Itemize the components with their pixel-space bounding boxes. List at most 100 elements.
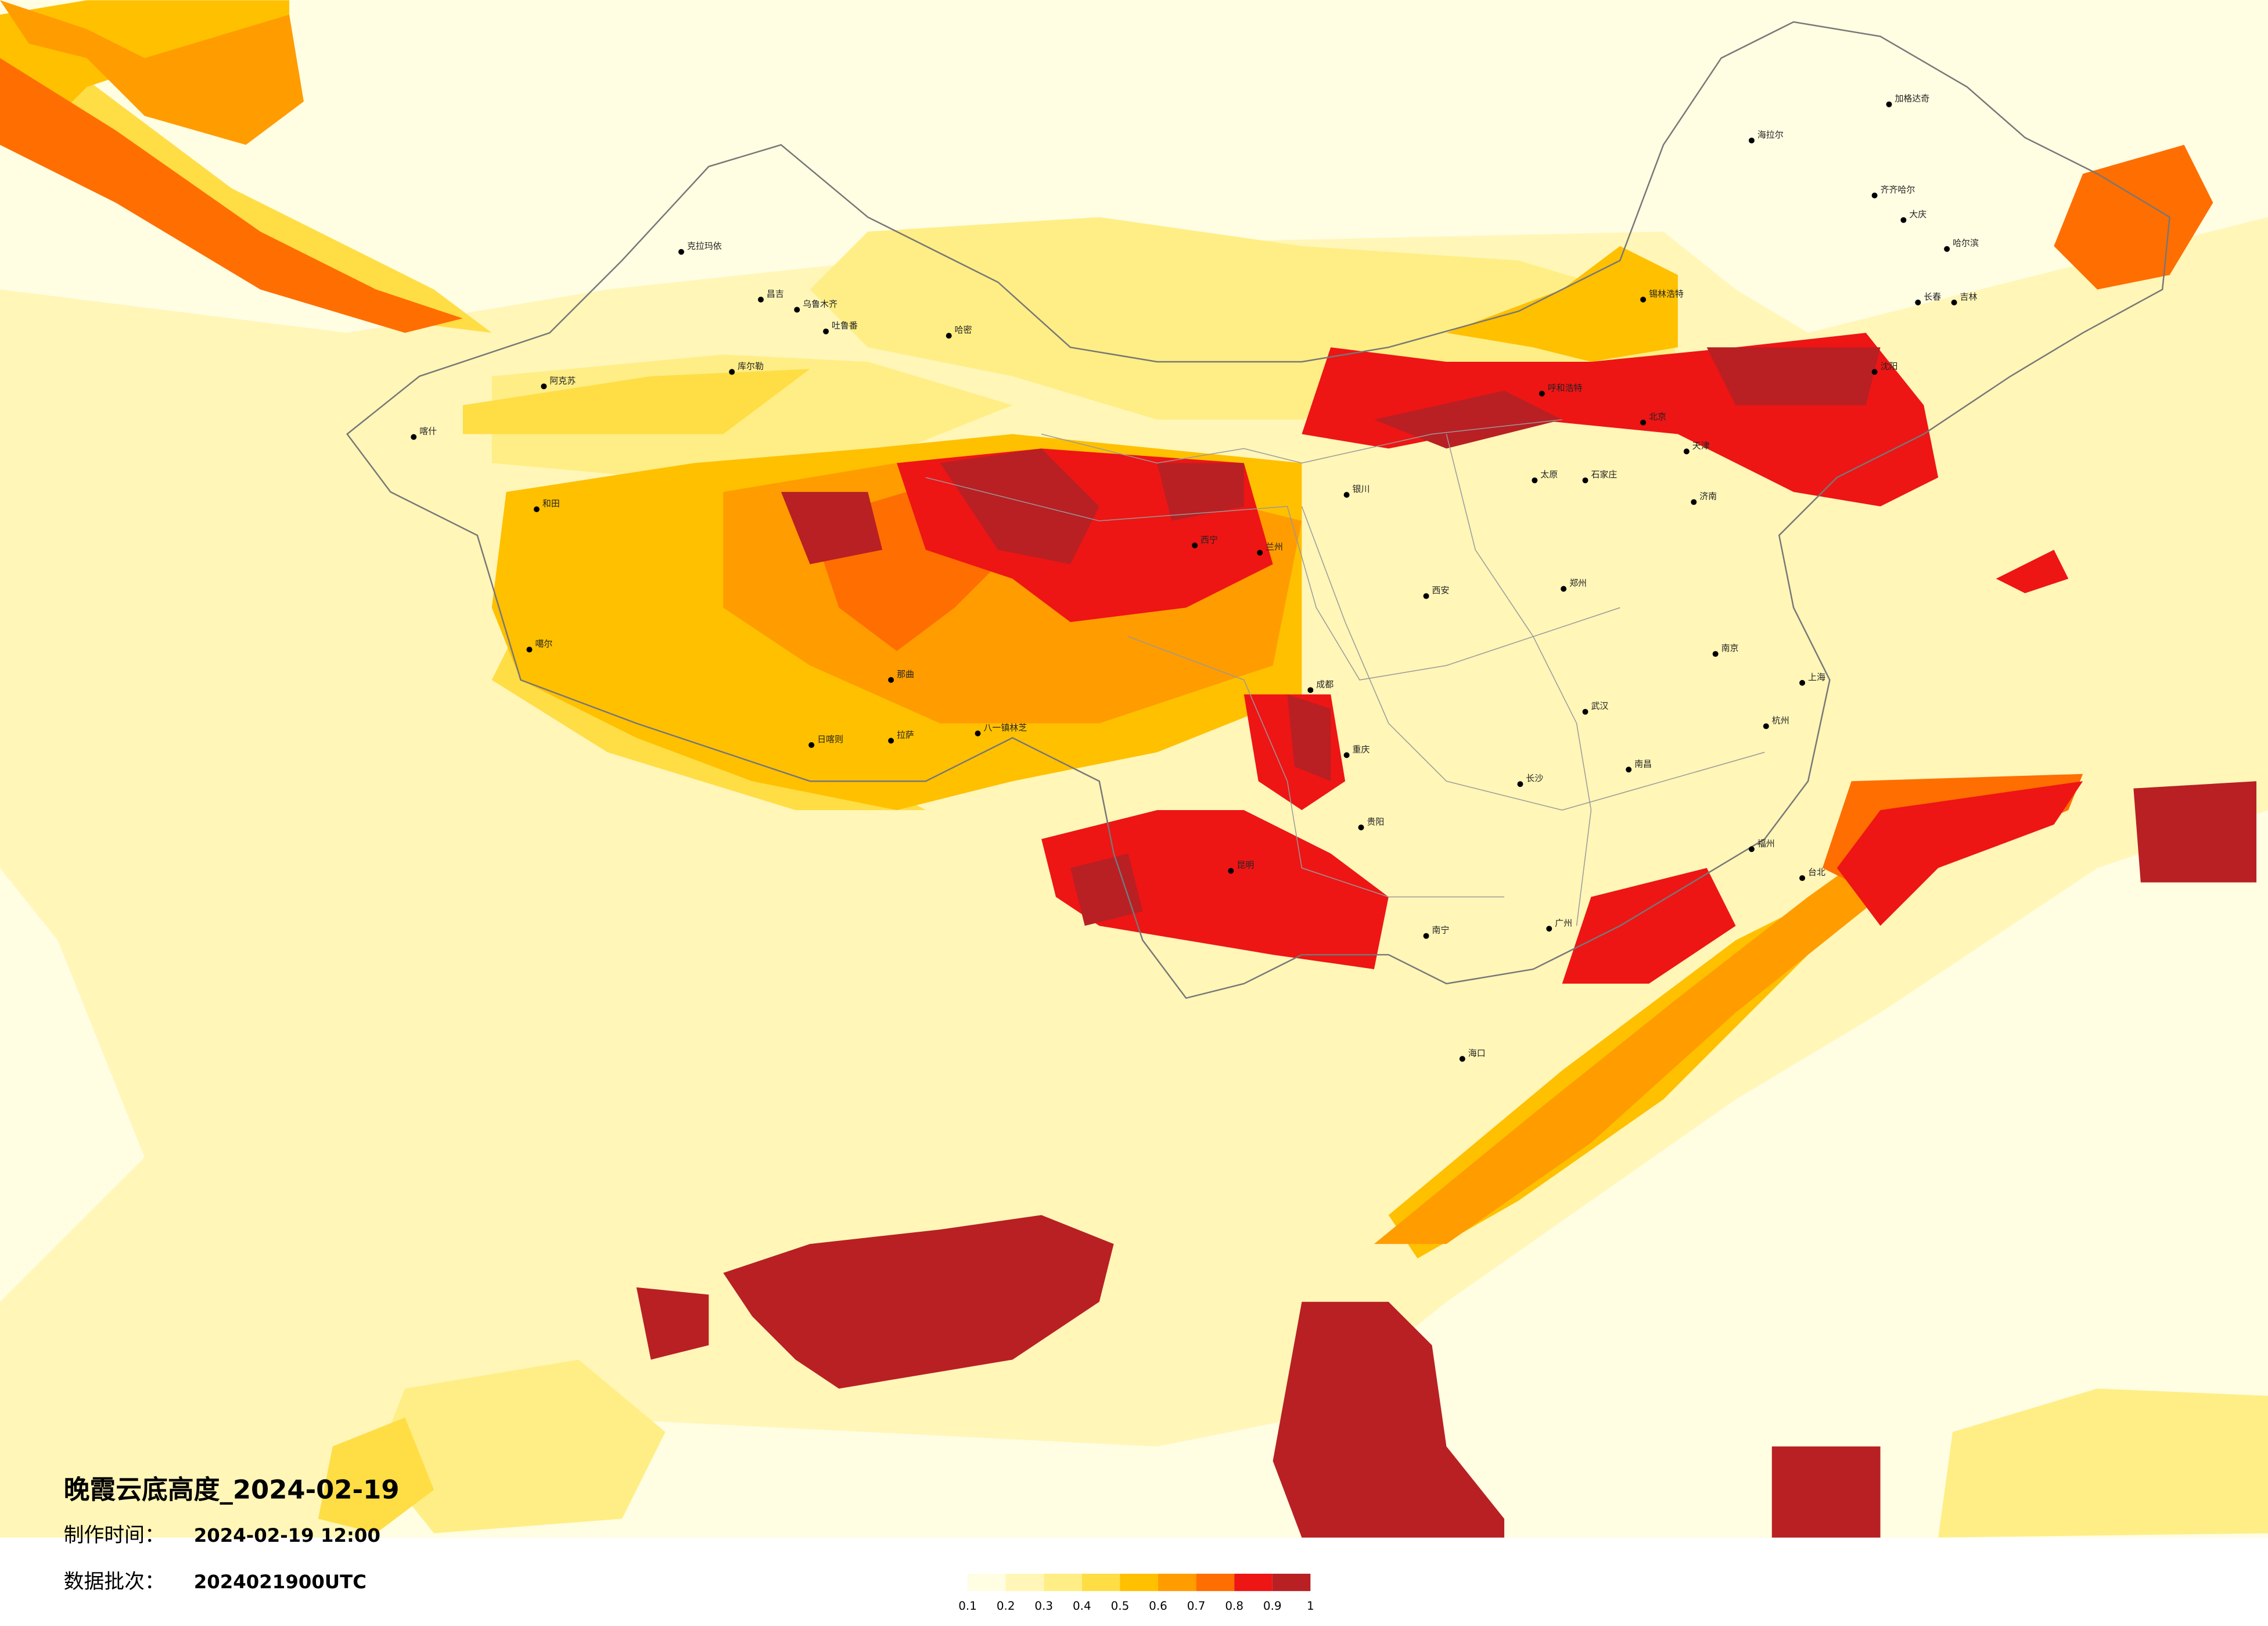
city-label: 成都: [1316, 679, 1334, 689]
city-dot: [526, 646, 533, 653]
city-label: 克拉玛依: [687, 241, 722, 251]
city-label: 齐齐哈尔: [1881, 185, 1915, 195]
city-dot: [1712, 651, 1719, 657]
city-label: 武汉: [1591, 701, 1608, 711]
country-border: [346, 21, 2170, 999]
cloud-area: [0, 0, 304, 145]
map-title: 晚霞云底高度_2024-02-19: [64, 1474, 400, 1505]
city-label: 长沙: [1526, 773, 1543, 783]
city-label: 昆明: [1237, 860, 1254, 870]
colorbar-tick-label: 1: [1307, 1599, 1314, 1613]
city-label: 南京: [1721, 643, 1739, 653]
city-dot: [1640, 296, 1647, 303]
city-dot: [1871, 192, 1878, 199]
city-label: 噶尔: [535, 639, 552, 649]
city-label: 杭州: [1772, 715, 1789, 726]
city-dot: [411, 434, 417, 440]
city-label: 银川: [1353, 484, 1370, 494]
city-dot: [1951, 299, 1957, 305]
city-label: 南宁: [1432, 925, 1450, 936]
cloud-area: [1836, 781, 2083, 926]
city-dot: [1192, 542, 1198, 549]
city-label: 哈密: [955, 325, 972, 335]
city-label: 西宁: [1201, 534, 1218, 545]
info-value: 2024021900UTC: [194, 1571, 366, 1593]
city-label: 呼和浩特: [1548, 383, 1583, 393]
city-label: 兰州: [1266, 542, 1283, 552]
cloud-area: [940, 448, 1099, 564]
info-label: 制作时间：: [64, 1524, 165, 1547]
city-label: 加格达奇: [1895, 93, 1929, 104]
city-label: 库尔勒: [738, 361, 764, 371]
city-label: 日喀则: [817, 734, 843, 744]
city-label: 昌吉: [767, 289, 784, 299]
city-dot: [1423, 593, 1429, 599]
cloud-area: [1041, 810, 1389, 969]
city-dot: [1459, 1056, 1465, 1062]
cloud-area: [0, 57, 463, 333]
city-dot: [533, 506, 540, 512]
cloud-area: [462, 369, 810, 434]
info-value: 2024-02-19 12:00: [194, 1524, 380, 1546]
cloud-area: [376, 1359, 666, 1534]
colorbar-tick-label: 0.9: [1263, 1599, 1282, 1613]
city-dot: [1915, 299, 1921, 305]
colorbar-tick-label: 0.7: [1187, 1599, 1206, 1613]
cloud-area: [636, 1287, 709, 1360]
colorbar-tick-label: 0.3: [1034, 1599, 1053, 1613]
cloud-area: [1938, 1388, 2268, 1538]
city-dot: [794, 307, 800, 313]
city-dot: [1358, 824, 1364, 830]
city-dot: [678, 249, 684, 255]
colorbar-bin: [1272, 1573, 1311, 1591]
city-dot: [1799, 875, 1806, 882]
city-dot: [1626, 767, 1632, 773]
colorbar-bin: [1120, 1573, 1159, 1591]
city-label: 哈尔滨: [1953, 238, 1979, 249]
cloud-area: [1157, 463, 1244, 521]
colorbar-bin: [1081, 1573, 1120, 1591]
city-label: 太原: [1540, 469, 1558, 480]
colorbar-tick-label: 0.8: [1225, 1599, 1243, 1613]
city-label: 喀什: [419, 426, 437, 437]
cloud-area: [781, 492, 883, 564]
cloud-area: [1706, 347, 1881, 405]
city-label: 阿克苏: [549, 375, 576, 386]
city-dot: [1532, 477, 1538, 484]
city-dot: [888, 738, 894, 744]
city-label: 沈阳: [1881, 361, 1898, 371]
cloud-area: [1996, 549, 2069, 593]
city-dot: [1423, 933, 1429, 939]
city-label: 大庆: [1909, 209, 1926, 220]
city-label: 郑州: [1569, 578, 1587, 588]
city-label: 海拉尔: [1757, 129, 1784, 140]
cloud-area: [0, 29, 492, 333]
cloud-area: [1070, 853, 1143, 926]
colorbar: 0.1 0.2 0.3 0.4 0.5 0.6 0.7 0.8 0.9 1: [958, 1573, 1314, 1613]
city-dot: [1582, 477, 1588, 484]
city-dot: [1763, 723, 1769, 729]
province-border: [925, 419, 1765, 926]
cloud-area: [1374, 390, 1562, 449]
city-dot: [1343, 492, 1350, 498]
cloud-field: [0, 0, 2268, 1538]
colorbar-tick-label: 0.4: [1073, 1599, 1091, 1613]
city-dot: [1871, 369, 1878, 375]
city-dot: [1683, 448, 1690, 455]
colorbar-tick-label: 0.6: [1149, 1599, 1167, 1613]
city-dot: [1561, 586, 1567, 592]
colorbar-tick-label: 0.2: [997, 1599, 1015, 1613]
city-dot: [946, 333, 952, 339]
city-label: 吐鲁番: [832, 321, 858, 331]
city-label: 福州: [1757, 838, 1775, 848]
city-dot: [1640, 419, 1647, 426]
city-label: 和田: [542, 498, 560, 509]
cloud-area: [1771, 1446, 1881, 1538]
colorbar-bin: [1158, 1573, 1196, 1591]
info-label: 数据批次：: [64, 1570, 165, 1593]
city-dot: [1257, 549, 1263, 556]
cloud-area: [2133, 781, 2257, 883]
